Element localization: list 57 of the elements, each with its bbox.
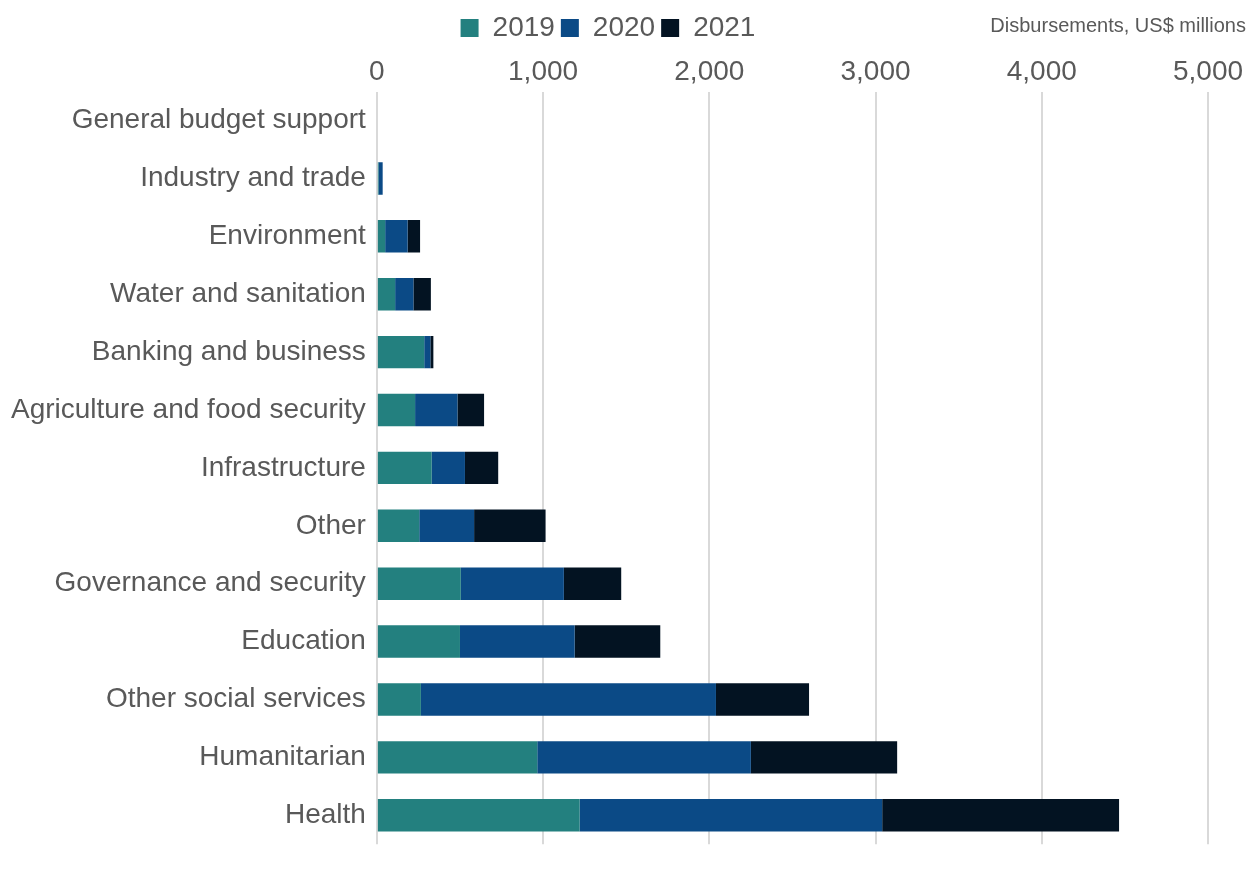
bar (377, 393, 416, 427)
bar (377, 220, 386, 253)
bar (377, 278, 396, 311)
bar (415, 393, 458, 427)
y-tick-label: Water and sanitation (110, 276, 366, 308)
legend-label: 2019 (492, 10, 555, 42)
bar (377, 799, 580, 832)
y-tick-label: Infrastructure (200, 450, 366, 482)
bar (378, 162, 383, 195)
y-tick-label: Governance and security (54, 566, 366, 598)
x-tick-label: 0 (369, 54, 385, 86)
bar (457, 393, 485, 427)
bar (430, 335, 434, 369)
bar (377, 567, 461, 600)
bar (715, 683, 810, 716)
x-tick-label: 5,000 (1172, 54, 1244, 86)
y-tick-label: Other (295, 508, 366, 540)
bar (377, 335, 425, 369)
bar (377, 509, 420, 542)
x-tick-label: 2,000 (674, 54, 745, 86)
y-tick-label: Banking and business (91, 334, 366, 366)
bar (395, 278, 414, 311)
bar (424, 335, 431, 369)
x-tick-label: 1,000 (508, 54, 579, 86)
bar (579, 799, 883, 832)
bar (419, 509, 475, 542)
y-tick-label: Industry and trade (140, 161, 366, 193)
y-tick-label: Environment (208, 219, 367, 251)
bar (464, 451, 499, 485)
bar (377, 683, 421, 716)
x-tick-label: 4,000 (1006, 54, 1077, 86)
legend-label: 2020 (592, 10, 656, 42)
bar (882, 799, 1120, 832)
bar (377, 451, 432, 485)
x-tick-label: 3,000 (840, 54, 911, 86)
bar (459, 625, 575, 658)
text: Disbursements, US$ millions (990, 13, 1246, 36)
bar (574, 625, 661, 658)
bar (431, 451, 465, 485)
bar (537, 741, 751, 774)
bar (474, 509, 546, 542)
y-tick-label: Education (241, 624, 366, 656)
y-tick-label: Agriculture and food security (10, 392, 366, 424)
bar (385, 220, 408, 253)
bar (750, 741, 898, 774)
bar (413, 278, 431, 311)
y-tick-label: Health (284, 797, 366, 829)
bar (377, 741, 538, 774)
legend-label: 2021 (693, 10, 756, 42)
y-tick-label: General budget support (71, 103, 367, 135)
y-tick-label: Other social services (105, 682, 366, 714)
y-tick-label: Humanitarian (199, 740, 366, 772)
bar (420, 683, 716, 716)
bar (377, 625, 460, 658)
bar (563, 567, 622, 600)
bar (407, 220, 421, 253)
bar (460, 567, 564, 600)
